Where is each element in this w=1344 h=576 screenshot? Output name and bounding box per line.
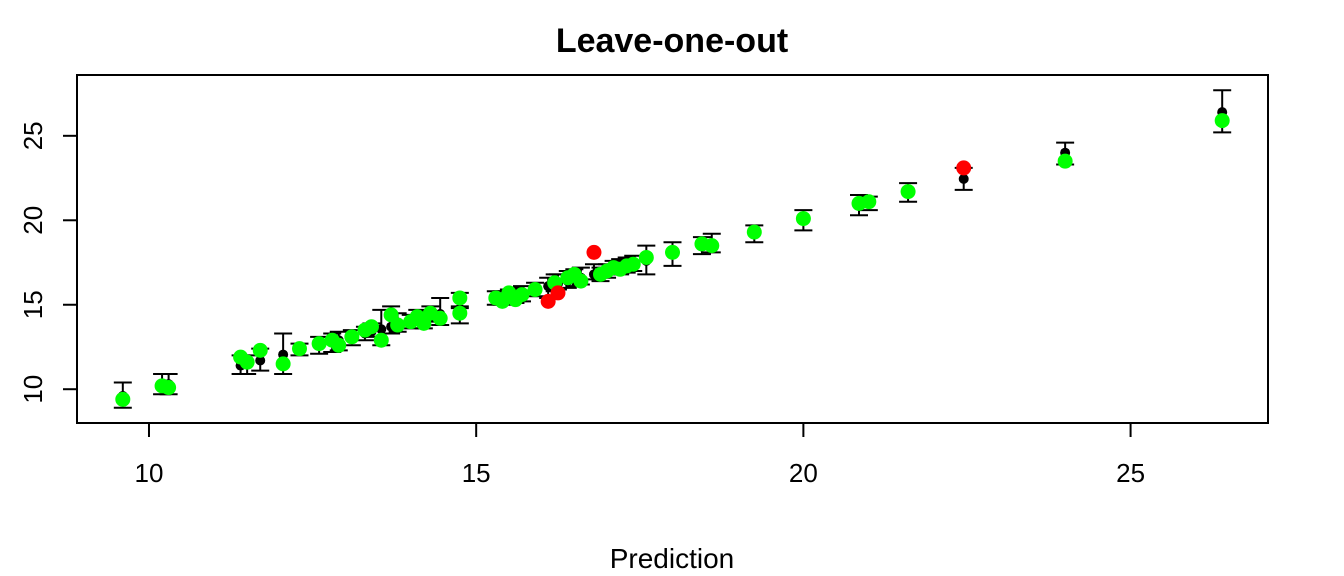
chart-title: Leave-one-out [556,22,788,60]
observed-point-outside [586,244,602,260]
observed-point-inside [452,305,468,321]
x-axis-label: Prediction [610,543,735,574]
x-tick-label: 25 [1116,458,1145,488]
observed-point-inside [275,356,291,372]
observed-point-inside [373,332,389,348]
observed-point-inside [331,337,347,353]
observed-point-inside [363,319,379,335]
observed-point-inside [625,256,641,272]
prediction-point [958,173,969,184]
data-points [115,107,1230,407]
observed-point-inside [311,336,327,352]
observed-point-outside [540,293,556,309]
observed-point-inside [861,194,877,210]
observed-point-inside [452,290,468,306]
y-tick-label: 10 [18,375,48,404]
observed-point-inside [1214,113,1230,129]
y-tick-label: 25 [18,121,48,150]
observed-point-inside [665,244,680,260]
observed-point-inside [390,317,406,333]
y-tick-label: 20 [18,206,48,235]
observed-point-inside [291,341,307,357]
observed-point-inside [527,282,543,298]
observed-point-inside [638,249,654,265]
observed-point-outside [550,285,566,301]
x-tick-label: 20 [789,458,818,488]
observed-point-inside [432,310,448,326]
prediction-point [255,355,266,366]
observed-point-inside [1057,153,1073,169]
observed-point-inside [795,211,811,227]
observed-point-inside [704,238,720,254]
x-tick-label: 15 [462,458,491,488]
observed-point-inside [161,380,177,396]
observed-point-outside [956,160,972,176]
observed-point-inside [746,224,762,240]
observed-point-inside [573,273,589,289]
observed-point-inside [344,329,360,345]
observed-point-inside [252,342,268,358]
observed-point-inside [115,391,131,407]
y-tick-label: 15 [18,290,48,319]
x-tick-label: 10 [135,458,164,488]
observed-point-inside [900,184,916,200]
observed-point-inside [239,354,255,370]
plot-frame [76,74,1269,424]
observed-point-inside [514,287,530,303]
axes: 10 15 20 25 10 15 20 25 [18,121,1145,488]
